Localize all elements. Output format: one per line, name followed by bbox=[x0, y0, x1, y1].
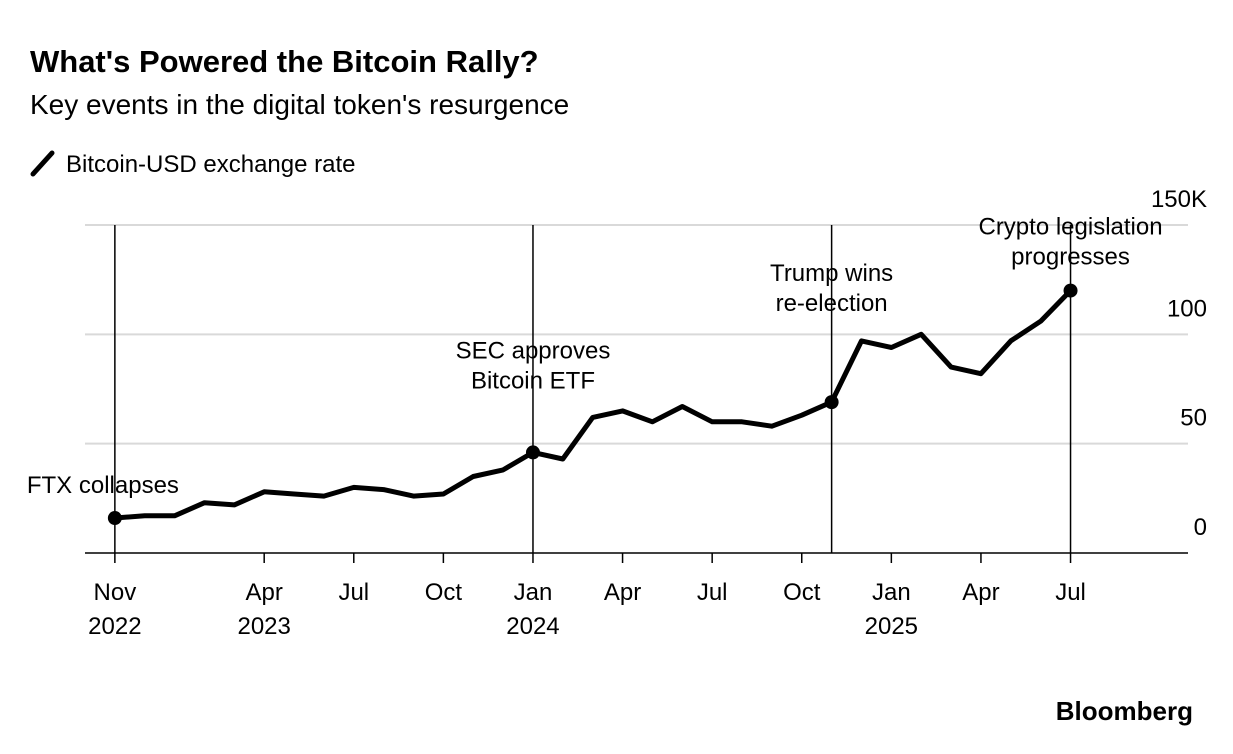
x-tick-label: Jul bbox=[697, 579, 728, 606]
event-dot bbox=[525, 445, 540, 460]
x-tick-label: Apr bbox=[604, 579, 641, 606]
x-tick-label: Apr bbox=[962, 579, 999, 606]
x-tick-label: 2023 bbox=[237, 613, 290, 640]
y-tick-label: 100 bbox=[1167, 295, 1207, 322]
x-tick-label: Jul bbox=[1055, 579, 1086, 606]
x-tick-label: Jan bbox=[514, 579, 553, 606]
source: Bloomberg bbox=[1056, 696, 1193, 726]
annotation: Trump wins bbox=[770, 260, 893, 287]
annotation: re-election bbox=[776, 290, 888, 317]
x-tick-label: Oct bbox=[425, 579, 463, 606]
annotation: Bitcoin ETF bbox=[471, 367, 595, 394]
x-tick-label: Jul bbox=[338, 579, 369, 606]
x-tick-label: Jan bbox=[872, 579, 911, 606]
y-tick-label: 0 bbox=[1194, 514, 1207, 541]
x-tick-label: Apr bbox=[246, 579, 283, 606]
y-tick-label: 150K bbox=[1151, 186, 1207, 213]
event-dot bbox=[1063, 283, 1078, 298]
chart-subtitle: Key events in the digital token's resurg… bbox=[30, 89, 569, 120]
x-tick-label: Oct bbox=[783, 579, 821, 606]
x-tick-label: 2024 bbox=[506, 613, 559, 640]
x-tick-label: 2025 bbox=[865, 613, 918, 640]
y-tick-label: 50 bbox=[1180, 405, 1207, 432]
annotation: progresses bbox=[1011, 244, 1130, 271]
series-line bbox=[114, 288, 1073, 521]
annotation: Crypto legislation bbox=[978, 214, 1162, 241]
annotation: SEC approves bbox=[456, 337, 611, 364]
x-tick-label: Nov bbox=[94, 579, 137, 606]
legend-swatch bbox=[30, 150, 55, 177]
legend-label: Bitcoin-USD exchange rate bbox=[66, 151, 355, 178]
x-tick-label: 2022 bbox=[88, 613, 141, 640]
annotation: FTX collapses bbox=[27, 472, 179, 499]
event-dot bbox=[824, 395, 839, 410]
chart-title: What's Powered the Bitcoin Rally? bbox=[30, 44, 539, 79]
event-dot bbox=[107, 511, 122, 526]
